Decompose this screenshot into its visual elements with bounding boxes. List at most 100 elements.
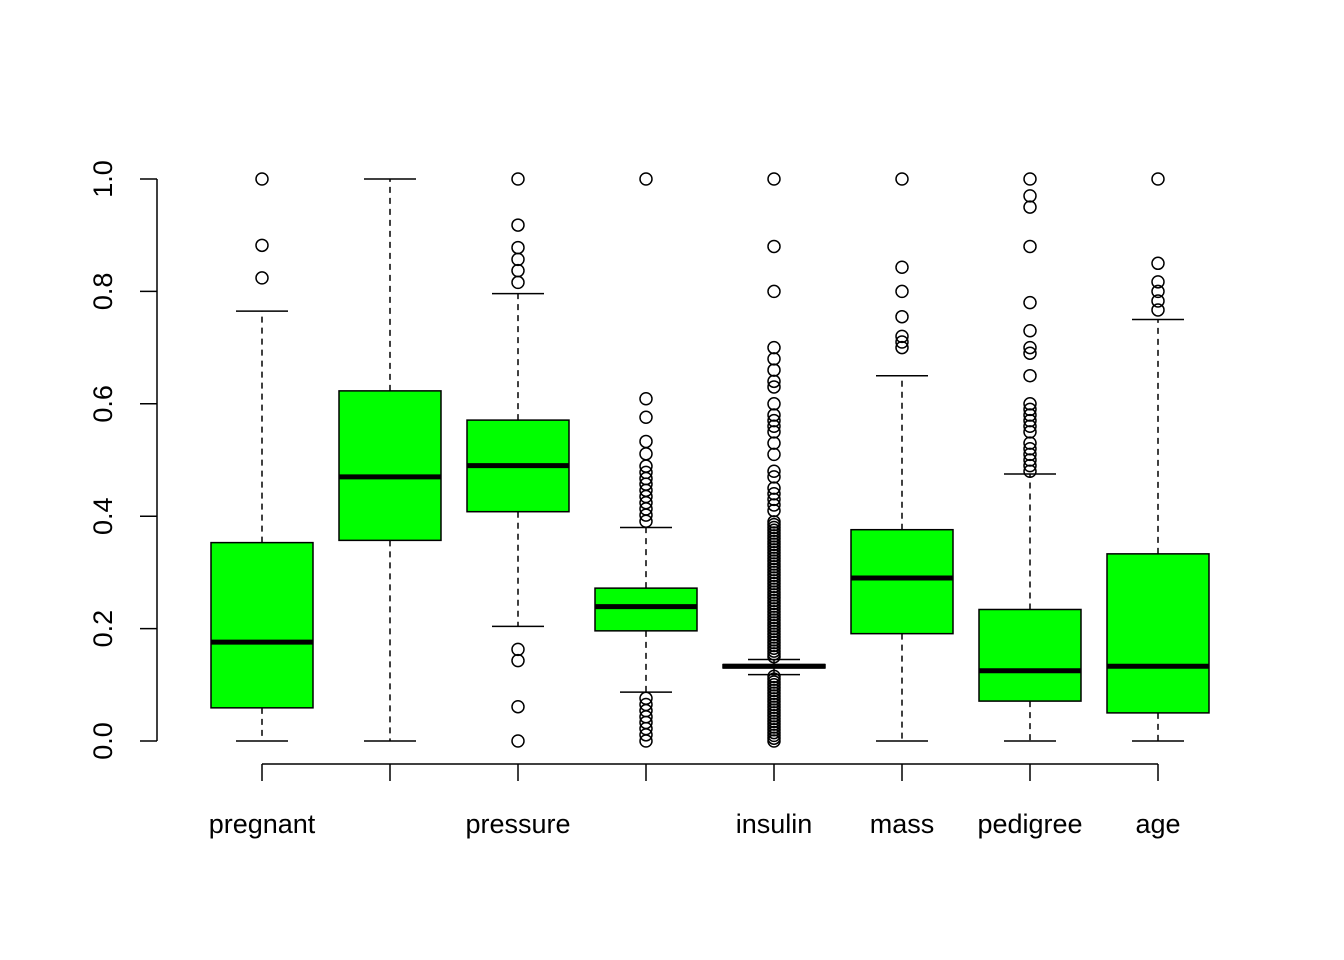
outlier-point bbox=[767, 397, 781, 411]
box-rect bbox=[978, 608, 1082, 702]
outlier-point bbox=[1023, 368, 1037, 383]
x-axis: pregnant pressure insulin mass pedigree age bbox=[209, 763, 1181, 839]
box-rect bbox=[1106, 553, 1210, 714]
y-tick-label: 0.8 bbox=[88, 273, 118, 311]
outlier-point bbox=[1023, 442, 1037, 456]
outlier-point bbox=[1023, 172, 1037, 186]
outlier-point bbox=[767, 340, 781, 355]
outlier-point bbox=[639, 447, 653, 461]
outlier-point bbox=[767, 436, 781, 450]
outlier-point bbox=[895, 335, 909, 349]
outlier-point bbox=[767, 419, 781, 434]
outlier-point bbox=[511, 734, 525, 748]
box-6 bbox=[850, 172, 954, 742]
x-tick-label: pressure bbox=[465, 809, 570, 839]
box-7 bbox=[978, 172, 1082, 742]
x-tick-label: pedigree bbox=[977, 809, 1082, 839]
box-rect bbox=[850, 528, 954, 635]
box-5 bbox=[722, 172, 826, 748]
y-tick-label: 0.4 bbox=[88, 497, 118, 535]
outlier-point bbox=[639, 465, 653, 480]
outlier-point bbox=[639, 697, 653, 712]
outlier-point bbox=[767, 172, 781, 186]
outlier-point bbox=[1151, 275, 1165, 289]
outlier-point bbox=[511, 275, 525, 290]
outlier-point bbox=[1151, 172, 1165, 186]
outlier-point bbox=[1151, 256, 1165, 271]
outlier-point bbox=[639, 434, 653, 449]
y-tick-label: 0.6 bbox=[88, 385, 118, 423]
outlier-point bbox=[895, 340, 909, 355]
outlier-point bbox=[767, 492, 781, 507]
outlier-point bbox=[1023, 200, 1037, 214]
outlier-point bbox=[511, 240, 525, 255]
outlier-point bbox=[767, 408, 781, 422]
box-rect bbox=[210, 541, 314, 709]
y-tick-label: 1.0 bbox=[88, 160, 118, 198]
outlier-point bbox=[1023, 464, 1037, 478]
outlier-point bbox=[895, 329, 909, 344]
outlier-point bbox=[767, 669, 781, 684]
outlier-point bbox=[895, 260, 909, 274]
outlier-point bbox=[1151, 303, 1165, 317]
outlier-point bbox=[767, 464, 781, 478]
outlier-point bbox=[511, 172, 525, 186]
outlier-point bbox=[1023, 397, 1037, 411]
outlier-point bbox=[767, 498, 781, 512]
outlier-point bbox=[767, 470, 781, 484]
outlier-point bbox=[511, 218, 525, 232]
outlier-point bbox=[767, 515, 781, 529]
box-rect bbox=[338, 390, 442, 542]
outlier-point bbox=[255, 172, 269, 186]
outlier-point bbox=[767, 486, 781, 501]
outlier-point bbox=[1023, 425, 1037, 439]
outlier-point bbox=[767, 374, 781, 389]
outlier-point bbox=[1023, 413, 1037, 428]
x-tick-label: mass bbox=[870, 809, 935, 839]
outlier-point bbox=[511, 252, 525, 267]
outlier-point bbox=[511, 699, 525, 714]
outlier-point bbox=[511, 653, 525, 668]
y-tick-label: 0.0 bbox=[88, 722, 118, 760]
outlier-point bbox=[1023, 340, 1037, 355]
outlier-point bbox=[767, 503, 781, 518]
y-tick-label: 0.2 bbox=[88, 610, 118, 648]
outlier-point bbox=[1023, 436, 1037, 450]
outlier-point bbox=[255, 271, 269, 285]
outlier-point bbox=[1023, 346, 1037, 360]
outlier-point bbox=[1023, 447, 1037, 462]
outlier-point bbox=[895, 309, 909, 324]
box-rect bbox=[594, 587, 698, 632]
outlier-point bbox=[639, 172, 653, 186]
box-2 bbox=[338, 178, 442, 742]
outlier-point bbox=[767, 425, 781, 439]
outlier-point bbox=[767, 363, 781, 377]
outlier-point bbox=[639, 410, 653, 425]
outlier-point bbox=[895, 172, 909, 186]
boxes bbox=[210, 172, 1210, 748]
outlier-point bbox=[1023, 239, 1037, 254]
outlier-point bbox=[1151, 284, 1165, 299]
outlier-point bbox=[1023, 453, 1037, 467]
outlier-point bbox=[511, 642, 525, 657]
outlier-point bbox=[639, 691, 653, 706]
box-8 bbox=[1106, 172, 1210, 742]
box-4 bbox=[594, 172, 698, 748]
outlier-point bbox=[1023, 295, 1037, 310]
outlier-point bbox=[639, 391, 653, 406]
outlier-point bbox=[1023, 402, 1037, 417]
outlier-point bbox=[1023, 323, 1037, 338]
outlier-point bbox=[1023, 189, 1037, 203]
outlier-point bbox=[767, 380, 781, 394]
outlier-point bbox=[1023, 419, 1037, 434]
y-axis: 0.0 0.2 0.4 0.6 0.8 1.0 bbox=[88, 160, 158, 760]
outlier-point bbox=[1023, 408, 1037, 422]
outlier-point bbox=[511, 263, 525, 278]
outlier-point bbox=[1023, 458, 1037, 473]
outlier-point bbox=[1151, 294, 1165, 308]
outlier-point bbox=[895, 284, 909, 299]
outlier-point bbox=[767, 284, 781, 299]
outlier-point bbox=[767, 413, 781, 428]
outlier-point bbox=[255, 238, 269, 253]
